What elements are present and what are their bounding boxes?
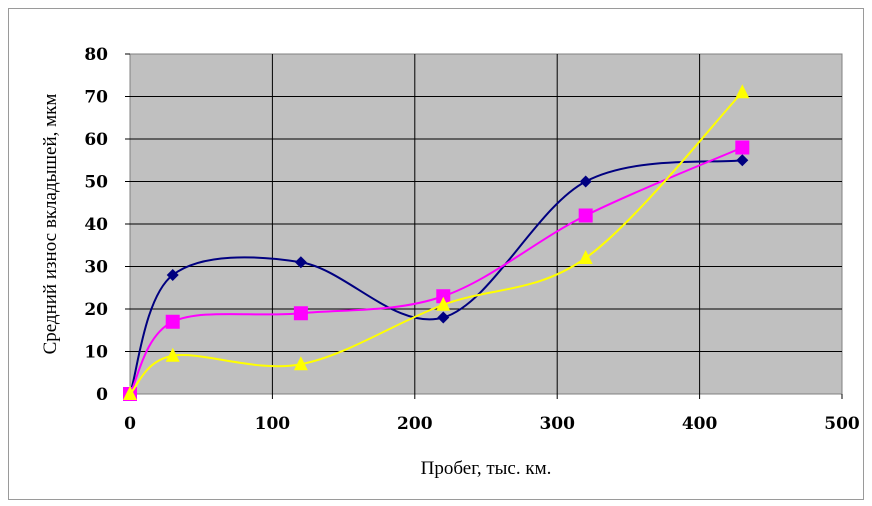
data-point-triangle (436, 296, 451, 311)
data-point-diamond (579, 175, 592, 188)
y-tick-label: 30 (84, 258, 108, 278)
data-point-diamond (437, 311, 450, 324)
x-tick-label: 100 (255, 414, 291, 434)
x-tick-label: 300 (539, 414, 575, 434)
y-tick-label: 60 (84, 130, 108, 150)
data-point-square (436, 289, 451, 304)
y-tick-label: 20 (84, 300, 108, 320)
x-tick-label: 500 (824, 414, 860, 434)
series-3 (123, 84, 750, 400)
y-tick-label: 70 (84, 88, 108, 108)
data-point-square (735, 140, 750, 155)
data-point-diamond (294, 256, 307, 269)
data-point-square (165, 314, 180, 329)
gridlines (125, 53, 843, 399)
data-point-triangle (123, 386, 137, 400)
data-point-triangle (165, 347, 180, 362)
y-tick-label: 40 (84, 215, 108, 235)
series-layer (123, 84, 750, 401)
tick-labels: 0 100 200 300 400 500 0 10 20 30 40 50 60 70 80 (84, 45, 860, 434)
data-point-diamond (166, 269, 179, 281)
y-tick-label: 0 (96, 385, 108, 405)
x-tick-label: 0 (124, 414, 136, 434)
data-point-square (293, 306, 308, 321)
data-point-triangle (293, 356, 308, 371)
y-tick-label: 50 (84, 173, 108, 193)
x-tick-label: 200 (397, 414, 433, 434)
y-tick-label: 80 (84, 45, 108, 65)
y-axis-title: Средний износ вкладышей, мкм (40, 94, 61, 355)
data-point-triangle (735, 84, 750, 99)
x-axis-title: Пробег, тыс. км. (421, 458, 552, 479)
x-tick-label: 400 (682, 414, 718, 434)
data-point-square (578, 208, 593, 223)
y-tick-label: 10 (84, 343, 108, 363)
data-point-diamond (736, 154, 749, 167)
data-point-triangle (578, 250, 593, 264)
